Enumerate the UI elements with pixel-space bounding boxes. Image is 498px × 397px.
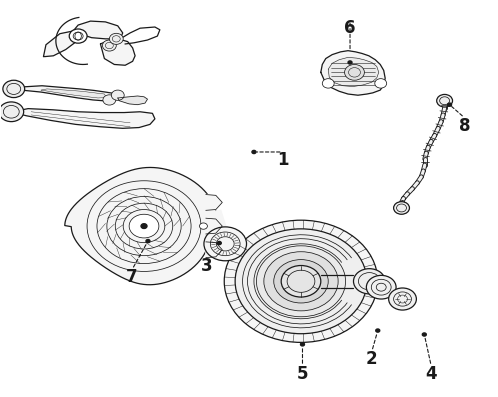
Circle shape (252, 150, 256, 154)
Circle shape (264, 252, 338, 311)
Circle shape (204, 227, 247, 261)
Circle shape (103, 95, 116, 105)
Circle shape (69, 29, 87, 43)
Polygon shape (206, 218, 222, 234)
Polygon shape (328, 58, 379, 87)
Circle shape (146, 239, 150, 243)
Circle shape (367, 276, 396, 299)
Circle shape (388, 288, 416, 310)
Text: 3: 3 (201, 256, 213, 274)
Circle shape (422, 333, 426, 336)
Text: 1: 1 (277, 151, 288, 169)
Circle shape (141, 224, 147, 228)
Circle shape (256, 246, 346, 317)
Text: 7: 7 (126, 268, 138, 286)
Polygon shape (101, 39, 135, 65)
Circle shape (448, 103, 452, 106)
Circle shape (375, 79, 386, 88)
Text: 2: 2 (366, 350, 377, 368)
Polygon shape (73, 21, 123, 39)
Circle shape (112, 90, 124, 100)
Polygon shape (65, 168, 217, 285)
Text: 4: 4 (425, 365, 437, 383)
Circle shape (345, 64, 365, 80)
Circle shape (103, 40, 116, 51)
Polygon shape (206, 195, 222, 210)
Polygon shape (43, 31, 77, 57)
Text: 8: 8 (459, 117, 470, 135)
Polygon shape (41, 89, 107, 98)
Circle shape (110, 33, 123, 44)
Circle shape (376, 329, 380, 332)
Polygon shape (321, 51, 385, 95)
Text: 5: 5 (297, 365, 308, 383)
Circle shape (217, 241, 221, 245)
Circle shape (281, 266, 321, 297)
Polygon shape (118, 96, 147, 105)
Circle shape (129, 214, 159, 238)
Text: 6: 6 (344, 19, 356, 37)
Polygon shape (206, 242, 222, 258)
Circle shape (437, 94, 453, 107)
Circle shape (393, 202, 409, 214)
Circle shape (348, 61, 352, 64)
Circle shape (0, 102, 24, 121)
Circle shape (274, 260, 328, 303)
Circle shape (200, 223, 207, 229)
Circle shape (322, 79, 334, 88)
Polygon shape (11, 109, 155, 128)
Circle shape (300, 343, 304, 346)
Circle shape (3, 80, 25, 98)
Polygon shape (208, 210, 226, 242)
Circle shape (235, 229, 367, 334)
Circle shape (224, 220, 378, 342)
Polygon shape (11, 86, 118, 101)
Circle shape (354, 269, 385, 294)
